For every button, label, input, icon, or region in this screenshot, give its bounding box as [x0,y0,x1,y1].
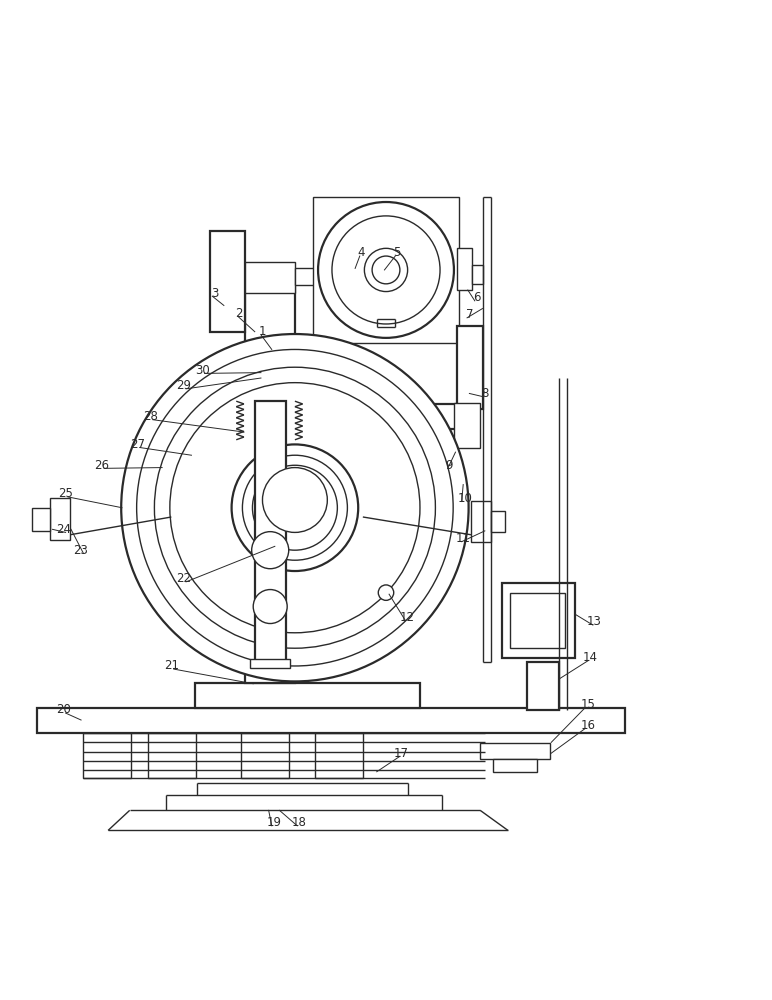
Bar [233,440,303,454]
Text: 11: 11 [455,532,471,545]
Circle shape [332,216,440,324]
Bar [295,268,420,285]
Bar [210,231,245,332]
Bar [510,593,565,648]
Text: 21: 21 [164,659,179,672]
Text: 15: 15 [581,698,596,711]
Text: 30: 30 [195,364,210,377]
Circle shape [232,444,358,571]
Text: 13: 13 [587,615,602,628]
Bar [245,275,295,683]
Bar [241,733,289,778]
Bar [313,197,459,343]
Text: 24: 24 [56,523,71,536]
Text: 25: 25 [58,487,73,500]
Text: 19: 19 [266,816,282,829]
Circle shape [252,465,337,550]
Bar [37,708,625,733]
Text: 1: 1 [259,325,266,338]
Text: 12: 12 [400,611,415,624]
Text: 5: 5 [393,246,401,259]
Circle shape [262,468,327,532]
Bar [315,733,363,778]
Circle shape [245,363,276,393]
Circle shape [137,349,453,666]
Text: 27: 27 [130,438,145,451]
Text: 3: 3 [211,287,218,300]
Bar [502,583,575,658]
Bar [471,501,491,542]
Text: 22: 22 [176,572,191,585]
Bar [491,511,505,532]
Bar [32,508,50,531]
Bar [245,262,295,293]
Circle shape [242,455,347,560]
Circle shape [378,585,394,600]
Circle shape [372,256,400,284]
Text: 14: 14 [583,651,598,664]
Text: 2: 2 [235,307,243,320]
Circle shape [154,367,435,648]
Text: 6: 6 [473,291,481,304]
Bar [148,733,196,778]
Text: 8: 8 [481,387,489,400]
Text: 23: 23 [73,544,89,557]
Text: 10: 10 [457,492,472,505]
Circle shape [170,383,420,633]
Bar [250,659,290,668]
Bar [295,404,457,429]
Bar [480,743,550,759]
Text: 16: 16 [581,719,596,732]
Bar [195,683,420,708]
Text: 20: 20 [56,703,71,716]
Circle shape [252,532,289,569]
Text: 4: 4 [357,246,365,259]
Text: 17: 17 [394,747,409,760]
Circle shape [364,248,408,292]
Bar [493,759,537,772]
Bar [454,403,480,448]
Text: 26: 26 [94,459,110,472]
Bar [255,401,286,662]
Circle shape [253,590,287,624]
Text: 9: 9 [445,459,453,472]
Text: 28: 28 [143,410,158,423]
Bar [527,662,559,710]
Circle shape [318,202,454,338]
Bar [241,353,300,401]
Text: 18: 18 [292,816,307,829]
Bar [457,326,483,409]
Bar [50,498,70,540]
Text: 29: 29 [176,379,191,392]
Bar [83,733,131,778]
Circle shape [121,334,469,681]
Bar [472,265,483,284]
Bar [457,248,472,290]
Text: 7: 7 [466,308,473,321]
